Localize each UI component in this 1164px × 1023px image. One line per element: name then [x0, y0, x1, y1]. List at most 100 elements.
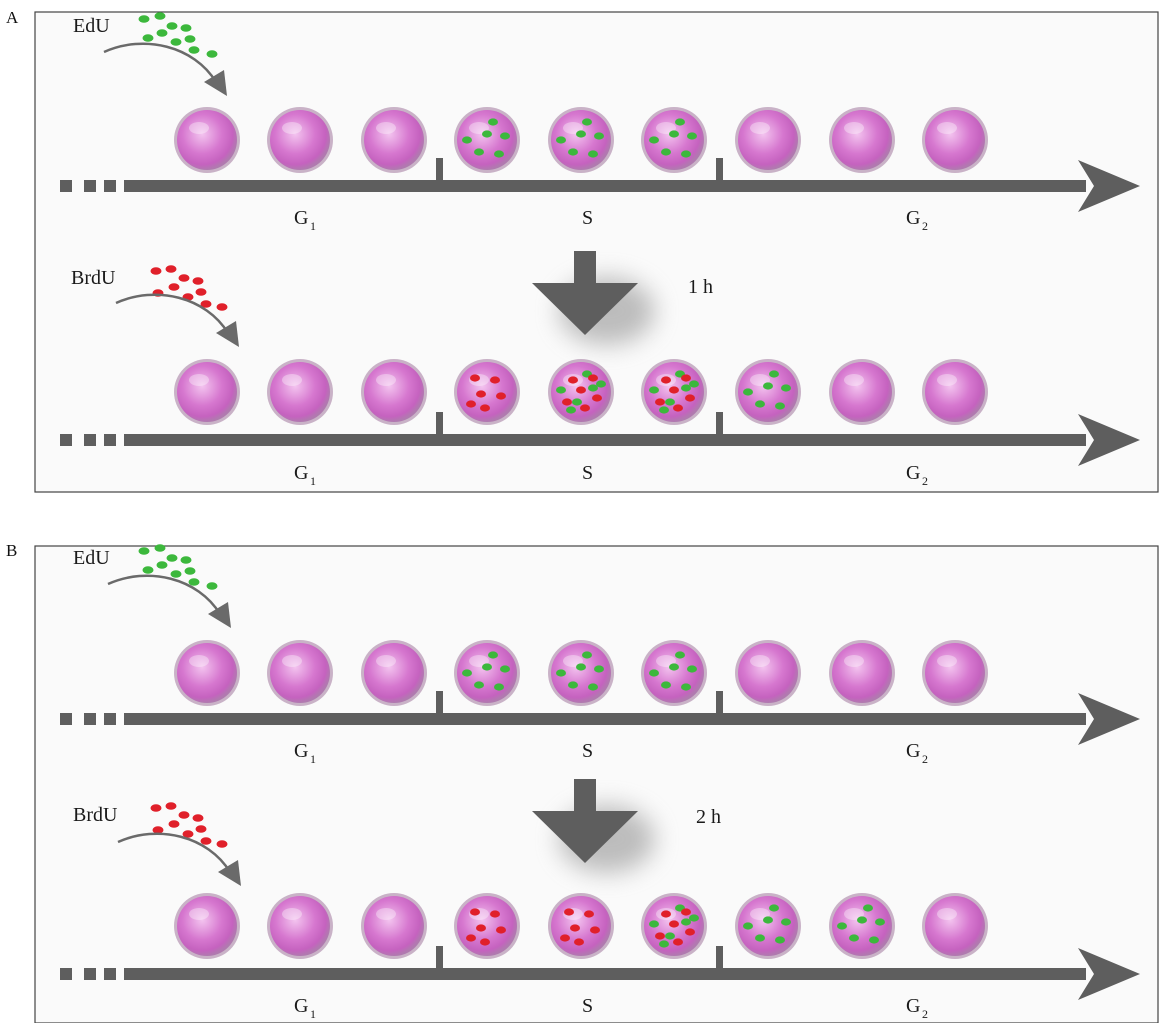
cell-body [364, 110, 424, 170]
cell-bottom-8 [829, 359, 895, 425]
brdu-label-dot [470, 908, 480, 916]
edu-label-dot [661, 148, 671, 156]
cell-body [270, 110, 330, 170]
reagent-dot [195, 288, 207, 296]
cell-body [925, 643, 985, 703]
brdu-label-dot [576, 386, 586, 394]
reagent-addition-arrow [115, 293, 239, 347]
edu-label-dot [482, 130, 492, 138]
edu-label-dot [596, 380, 606, 388]
brdu-label-dot [681, 374, 691, 382]
edu-label-dot [649, 920, 659, 928]
g1-label: G [294, 207, 308, 229]
reagent-dot [150, 804, 162, 812]
cell-top-2 [267, 640, 333, 706]
cell-body [364, 896, 424, 956]
reagent-dot [188, 578, 200, 586]
g1-subscript: 1 [310, 752, 316, 766]
s-g2-boundary-tick [716, 158, 723, 182]
edu-label-dot [769, 370, 779, 378]
cell-highlight [282, 655, 302, 667]
reagent-dot [195, 825, 207, 833]
g2-label: G [906, 207, 920, 229]
edu-label-dot [594, 132, 604, 140]
cell-body [832, 362, 892, 422]
s-g2-boundary-tick [716, 691, 723, 715]
arrow-stem [574, 779, 596, 811]
cell-highlight [282, 122, 302, 134]
brdu-label-dot [673, 938, 683, 946]
cell-top-8 [829, 107, 895, 173]
brdu-label-dot [669, 386, 679, 394]
interval-label: 1 h [688, 276, 713, 298]
reagent-dot [166, 554, 178, 562]
reagent-dot [184, 35, 196, 43]
edu-label-dot [494, 150, 504, 158]
cell-highlight [937, 374, 957, 386]
cell-top-3 [361, 107, 427, 173]
cell-bottom-4 [454, 893, 520, 959]
brdu-label-dot [476, 924, 486, 932]
time-progress-arrow [532, 779, 655, 873]
bottom-cell-cycle-timeline [60, 412, 1140, 466]
cell-highlight [469, 655, 489, 667]
reagent-label: EdU [73, 15, 110, 37]
brdu-label-dot [685, 928, 695, 936]
cell-body [177, 643, 237, 703]
timeline-shaft [124, 434, 1086, 446]
cell-highlight [189, 655, 209, 667]
brdu-label-dot [685, 394, 695, 402]
top-cell-cycle-timeline [60, 158, 1140, 212]
brdu-label-dot [580, 404, 590, 412]
interval-label: 2 h [696, 806, 721, 828]
edu-label-dot [462, 669, 472, 677]
cell-body [832, 110, 892, 170]
reagent-dot [168, 820, 180, 828]
edu-label-dot [556, 386, 566, 394]
s-label: S [582, 995, 593, 1017]
timeline-arrowhead [1078, 414, 1140, 466]
g1-label: G [294, 995, 308, 1017]
edu-label-dot [743, 922, 753, 930]
cell-highlight [750, 655, 770, 667]
cell-highlight [376, 122, 396, 134]
reagent-dot [154, 12, 166, 20]
cell-body [925, 110, 985, 170]
timeline-dash [104, 434, 116, 446]
reagent-dot [165, 265, 177, 273]
edu-label-dot [661, 681, 671, 689]
edu-label-dot [857, 916, 867, 924]
cell-highlight [937, 908, 957, 920]
timeline-dash [60, 713, 72, 725]
g2-subscript: 2 [922, 1007, 928, 1021]
timeline-dash [84, 968, 96, 980]
brdu-label-dot [564, 908, 574, 916]
edu-label-dot [689, 914, 699, 922]
cell-bottom-5 [548, 359, 614, 425]
cell-highlight [376, 908, 396, 920]
edu-label-dot [659, 406, 669, 414]
brdu-reagent: BrdU [73, 802, 228, 848]
reagent-dot [216, 840, 228, 848]
arrow-curve [115, 293, 230, 334]
arrow-curve [117, 832, 232, 873]
edu-label-dot [582, 118, 592, 126]
arrow-tip [218, 860, 241, 886]
arrow-tip [208, 602, 231, 628]
timeline-dash [104, 713, 116, 725]
arrow-stem [574, 251, 596, 283]
cell-highlight [563, 655, 583, 667]
reagent-dot [156, 561, 168, 569]
edu-label-dot [781, 918, 791, 926]
edu-label-dot [675, 118, 685, 126]
arrow-tip [204, 70, 227, 96]
brdu-label-dot [560, 934, 570, 942]
brdu-label-dot [588, 374, 598, 382]
timeline-shaft [124, 180, 1086, 192]
brdu-label-dot [570, 924, 580, 932]
cell-body [738, 110, 798, 170]
edu-label-dot [687, 132, 697, 140]
timeline-dash [104, 180, 116, 192]
brdu-label-dot [661, 910, 671, 918]
g1-s-boundary-tick [436, 412, 443, 436]
